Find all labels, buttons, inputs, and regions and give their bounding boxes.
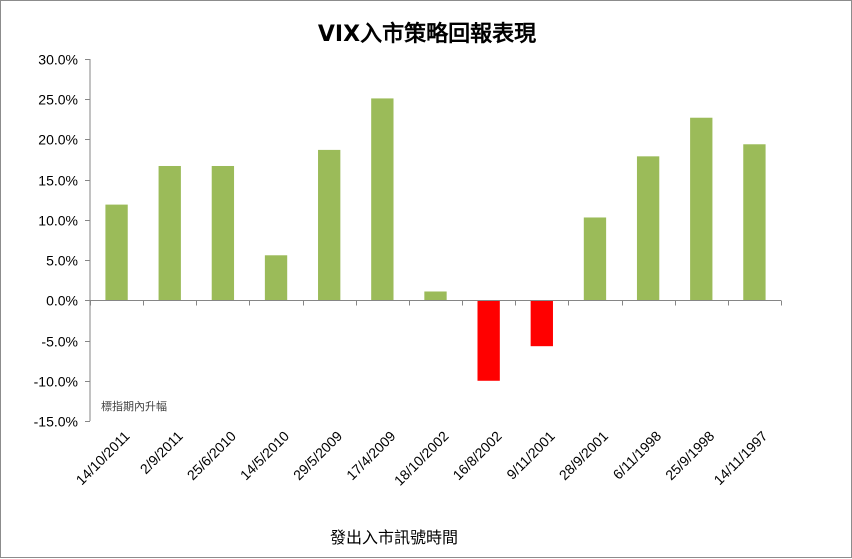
bar: [105, 204, 128, 301]
y-tick-label: -15.0%: [34, 414, 78, 430]
chart-annotation: 標指期內升幅: [101, 399, 167, 413]
bars: [105, 98, 766, 381]
x-tick-label: 16/8/2002: [449, 428, 505, 484]
x-tick-label: 17/4/2009: [343, 428, 399, 484]
y-tick-label: 25.0%: [38, 92, 78, 108]
bar: [371, 98, 394, 301]
x-tick-label: 14/10/2011: [73, 428, 133, 488]
x-tick-label: 25/9/1998: [662, 428, 718, 484]
bar: [530, 300, 553, 347]
y-tick-label: 20.0%: [38, 132, 78, 148]
x-tick-label: 9/11/2001: [503, 428, 558, 483]
y-tick-label: 0.0%: [46, 293, 78, 309]
y-tick-label: 10.0%: [38, 213, 78, 229]
x-tick-label: 6/11/1998: [610, 428, 665, 483]
x-tick-label: 14/5/2010: [237, 428, 293, 484]
y-tick-label: 15.0%: [38, 173, 78, 189]
chart-title: VIX入市策略回報表現: [318, 21, 536, 47]
bar: [636, 156, 660, 301]
bar: [264, 255, 288, 301]
x-axis: 14/10/2011 2/9/201125/6/201014/5/201029/5…: [73, 300, 782, 489]
bar: [318, 149, 341, 301]
bar: [477, 300, 500, 381]
x-tick-label: 18/10/2002: [391, 428, 452, 489]
bar: [583, 217, 607, 301]
x-tick-label: 25/6/2010: [184, 428, 240, 484]
bar: [743, 144, 766, 301]
bar: [158, 165, 181, 301]
x-axis-title: 發出入市訊號時間: [330, 528, 458, 547]
y-tick-label: 30.0%: [38, 52, 78, 68]
x-tick-label: 2/9/2011: [137, 428, 186, 477]
y-tick-label: -5.0%: [41, 334, 78, 350]
bar: [690, 117, 713, 301]
x-tick-label: 29/5/2009: [290, 428, 346, 484]
x-tick-label: 28/9/2001: [556, 428, 612, 484]
y-axis: -15.0% -10.0% -5.0% 0.0% 5.0% 10.0% 15.0% 20.0%…: [34, 52, 91, 430]
y-tick-label: -10.0%: [34, 374, 78, 390]
bar: [211, 165, 235, 301]
bar: [424, 291, 447, 301]
x-tick-label: 14/11/1997: [710, 428, 770, 488]
y-tick-label: 5.0%: [46, 253, 78, 269]
